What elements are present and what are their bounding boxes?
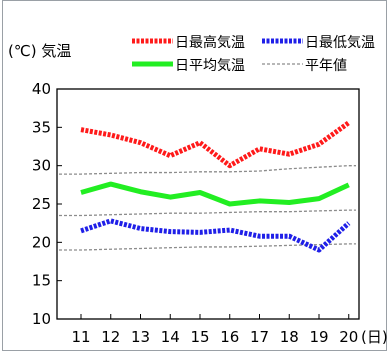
plot-area: [56, 88, 360, 320]
x-tick-label: 19: [309, 328, 328, 346]
legend-label-mean: 日平均気温: [175, 58, 245, 74]
legend-label-high: 日最高気温: [175, 34, 245, 51]
x-axis-ticks: 11 12 13 14 15 16 17 18 19 20: [71, 314, 358, 346]
y-tick-label: 35: [32, 118, 51, 136]
min-temperature-line: [80, 218, 351, 253]
series-lines: [80, 120, 351, 253]
x-tick-label: 15: [190, 328, 209, 346]
y-tick-label: 25: [32, 195, 51, 213]
normal-high-line: [59, 165, 356, 175]
normal-low-line: [59, 243, 356, 251]
y-axis-ticks: 10 15 20 25 30 35 40: [32, 80, 62, 328]
legend-label-normal: 平年値: [305, 58, 347, 74]
legend: 日最高気温 日最低気温 日平均気温 平年値: [132, 34, 375, 74]
y-tick-label: 20: [32, 233, 51, 251]
x-tick-label: 14: [161, 328, 180, 346]
mean-temperature-line: [80, 181, 350, 207]
max-temperature-line: [80, 120, 351, 169]
y-axis-label: (℃) 気温: [8, 42, 71, 60]
y-tick-label: 40: [32, 80, 51, 98]
legend-label-low: 日最低気温: [305, 35, 375, 51]
x-tick-label: 16: [220, 328, 239, 346]
y-tick-label: 30: [32, 157, 51, 175]
normal-mean-line: [59, 209, 356, 217]
x-tick-label: 11: [71, 328, 90, 346]
y-tick-label: 15: [32, 272, 51, 290]
x-tick-label: 18: [280, 328, 299, 346]
x-tick-label: 12: [101, 328, 120, 346]
x-axis-unit: (日): [361, 328, 388, 346]
y-tick-label: 10: [32, 310, 51, 328]
x-tick-label: 13: [131, 328, 150, 346]
x-tick-label: 17: [250, 328, 269, 346]
x-tick-label: 20: [339, 328, 358, 346]
normal-lines: [59, 165, 356, 251]
